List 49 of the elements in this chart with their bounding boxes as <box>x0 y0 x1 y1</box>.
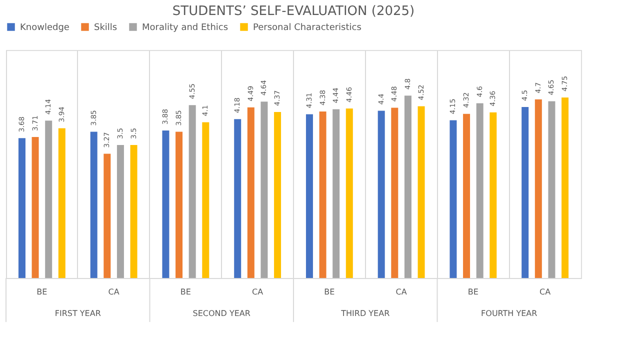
bar <box>476 103 484 278</box>
legend-label: Personal Characteristics <box>253 23 362 33</box>
bar <box>548 101 556 278</box>
bar <box>18 138 26 278</box>
x-tick-label: BE <box>324 288 335 296</box>
bar <box>463 114 470 278</box>
x-tick-label: CA <box>540 288 552 296</box>
chart-title: STUDENTS’ SELF-EVALUATION (2025) <box>172 4 415 19</box>
bar <box>319 112 326 278</box>
bar <box>202 122 210 278</box>
bar <box>176 132 183 278</box>
bar <box>522 107 529 278</box>
bar <box>332 109 340 278</box>
bar <box>130 145 138 278</box>
bar <box>45 120 52 278</box>
x-tick-label: CA <box>108 288 120 296</box>
text: FOURTH YEAR <box>481 309 538 318</box>
x-tick-label: BE <box>180 288 191 296</box>
bar <box>162 130 170 278</box>
bar <box>32 137 39 278</box>
bar <box>490 112 497 278</box>
bar <box>562 98 569 278</box>
x-tick-label: CA <box>252 288 264 296</box>
x-tick-label: CA <box>396 288 408 296</box>
bar <box>247 107 254 278</box>
bar <box>58 128 66 278</box>
x-tick-label: BE <box>36 288 48 296</box>
text: SECOND YEAR <box>192 309 251 318</box>
bar <box>534 99 542 278</box>
legend-label: Morality and Ethics <box>142 23 228 33</box>
bar <box>90 132 98 278</box>
x-tick-label: BE <box>468 288 478 296</box>
bar <box>188 105 196 278</box>
legend-label: Skills <box>94 23 118 33</box>
bar <box>418 106 425 278</box>
legend-label: Knowledge <box>20 23 70 33</box>
bar <box>260 102 268 278</box>
text: THIRD YEAR <box>340 309 390 318</box>
bar <box>116 145 124 278</box>
bar <box>346 108 353 278</box>
bar <box>104 154 111 278</box>
bar <box>404 96 412 278</box>
bar <box>378 110 385 278</box>
bar <box>274 112 282 278</box>
text: FIRST YEAR <box>54 309 102 318</box>
bar <box>450 120 457 278</box>
bar <box>234 119 242 278</box>
bar <box>391 108 398 278</box>
bar <box>306 114 313 278</box>
